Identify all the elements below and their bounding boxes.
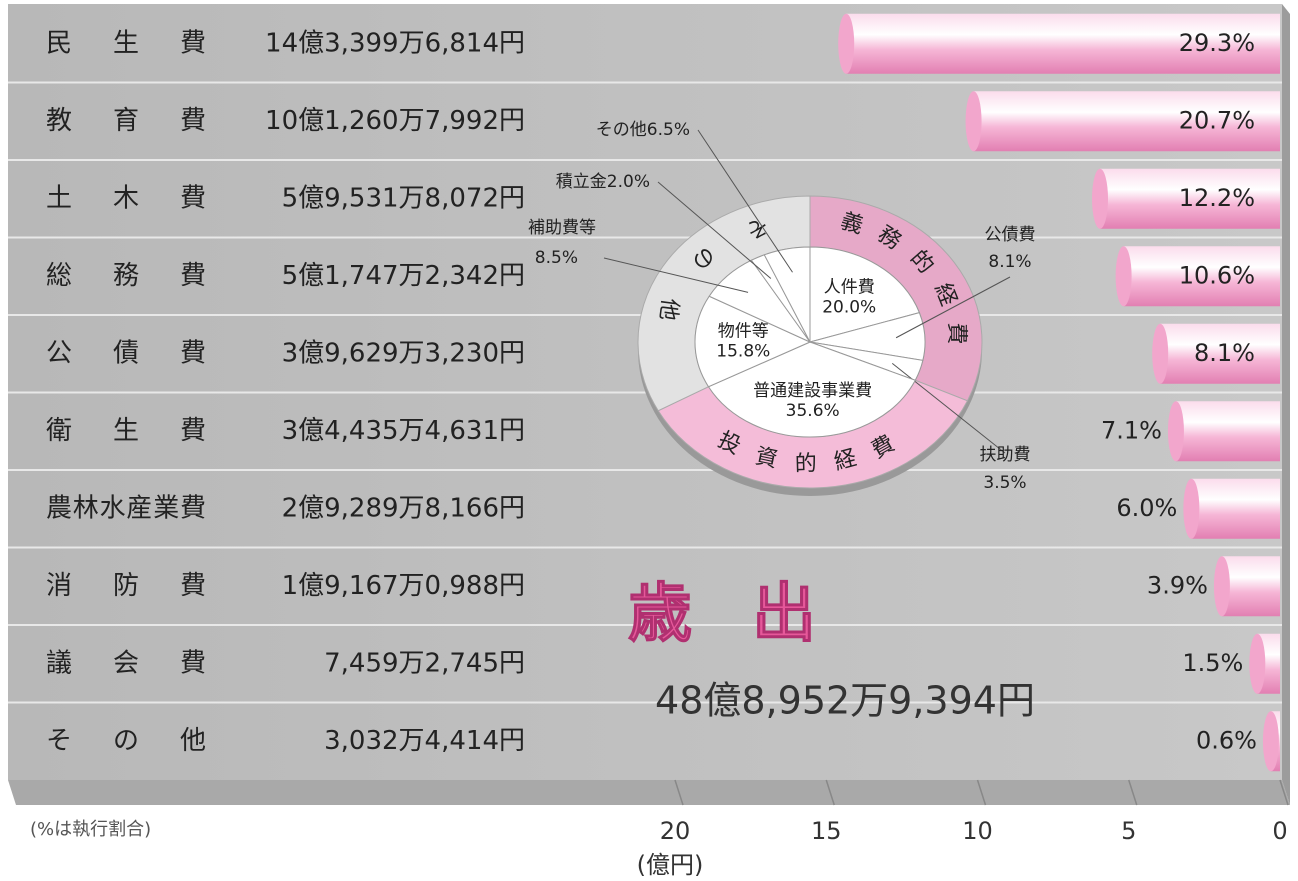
total-title: 歳出 bbox=[628, 578, 876, 652]
x-tick-label: 5 bbox=[1121, 817, 1136, 845]
slice-label: 積立金2.0% bbox=[556, 172, 650, 192]
category-label: 民生費 bbox=[46, 28, 206, 58]
bar bbox=[1221, 556, 1280, 617]
amount-label: 3,032万4,414円 bbox=[324, 726, 525, 756]
bar bbox=[1175, 401, 1280, 462]
percent-label: 20.7% bbox=[1179, 106, 1255, 134]
slice-name: 公債費 bbox=[985, 225, 1036, 245]
category-label: 議会費 bbox=[46, 648, 206, 678]
slice-value: 15.8% bbox=[716, 342, 770, 362]
bar-cap bbox=[1152, 323, 1169, 384]
percent-label: 12.2% bbox=[1179, 184, 1255, 212]
amount-label: 3億4,435万4,631円 bbox=[282, 416, 525, 446]
category-label: 衛生費 bbox=[46, 416, 206, 446]
x-tick-label: 10 bbox=[962, 817, 993, 845]
slice-value: 2.0% bbox=[607, 172, 650, 192]
note: (%は執行割合) bbox=[30, 819, 151, 840]
bar bbox=[1160, 323, 1280, 384]
slice-name: 物件等 bbox=[718, 322, 769, 342]
percent-label: 7.1% bbox=[1101, 416, 1162, 444]
slice-value: 20.0% bbox=[822, 297, 876, 317]
pie-slice bbox=[694, 295, 812, 388]
category-label: 消防費 bbox=[46, 571, 206, 601]
amount-label: 1億9,167万0,988円 bbox=[282, 571, 525, 601]
bar-cap bbox=[1249, 633, 1266, 694]
panel-side bbox=[1282, 4, 1290, 805]
bar-cap bbox=[1092, 168, 1109, 229]
category-label: 教育費 bbox=[46, 106, 206, 136]
slice-name: 普通建設事業費 bbox=[753, 381, 872, 401]
amount-label: 5億1,747万2,342円 bbox=[282, 261, 525, 291]
bar bbox=[1123, 246, 1280, 307]
percent-label: 1.5% bbox=[1182, 649, 1243, 677]
category-label: 公債費 bbox=[46, 338, 206, 368]
tick-mark bbox=[1128, 779, 1138, 806]
leader-line bbox=[895, 276, 1011, 339]
slice-value: 8.1% bbox=[988, 252, 1031, 272]
amount-label: 10億1,260万7,992円 bbox=[265, 106, 525, 136]
platform bbox=[8, 780, 1290, 805]
bar bbox=[1191, 478, 1280, 539]
slice-name: 人件費 bbox=[824, 277, 875, 297]
slice-value: 8.5% bbox=[535, 248, 578, 268]
slice-value: 6.5% bbox=[647, 120, 690, 140]
amount-label: 5億9,531万8,072円 bbox=[282, 183, 525, 213]
tick-mark bbox=[674, 779, 684, 806]
bar-cap bbox=[965, 91, 982, 152]
tick-mark bbox=[1279, 779, 1289, 806]
leader-line bbox=[697, 129, 793, 273]
slice-value: 35.6% bbox=[786, 401, 840, 421]
bar-cap bbox=[838, 13, 855, 74]
amount-label: 7,459万2,745円 bbox=[324, 648, 525, 678]
leader-line bbox=[657, 181, 772, 279]
amount-label: 3億9,629万3,230円 bbox=[282, 338, 525, 368]
bar bbox=[846, 13, 1280, 74]
x-tick-label: 15 bbox=[811, 817, 842, 845]
amount-label: 14億3,399万6,814円 bbox=[265, 28, 525, 58]
category-label: 総務費 bbox=[46, 261, 206, 291]
category-label: その他 bbox=[46, 726, 206, 756]
bar-cap bbox=[1213, 556, 1230, 617]
slice-label: その他6.5% bbox=[596, 120, 690, 140]
slice-name: 積立金 bbox=[556, 172, 607, 192]
bar-cap bbox=[1167, 401, 1184, 462]
slice-name: その他 bbox=[596, 120, 647, 140]
percent-label: 3.9% bbox=[1147, 571, 1208, 599]
leader-line bbox=[603, 257, 749, 293]
bar-cap bbox=[1183, 478, 1200, 539]
x-tick-label: 0 bbox=[1272, 817, 1287, 845]
bar bbox=[973, 91, 1280, 152]
tick-mark bbox=[976, 779, 987, 806]
percent-label: 29.3% bbox=[1179, 29, 1255, 57]
percent-label: 6.0% bbox=[1116, 494, 1177, 522]
x-axis-label: (億円) bbox=[637, 851, 704, 879]
slice-name: 扶助費 bbox=[980, 445, 1031, 465]
amount-label: 2億9,289万8,166円 bbox=[282, 493, 525, 523]
bar-cap bbox=[1115, 246, 1132, 307]
percent-label: 0.6% bbox=[1196, 726, 1257, 754]
x-tick-label: 20 bbox=[660, 817, 691, 845]
total-amount: 48億8,952万9,394円 bbox=[655, 679, 1035, 723]
percent-label: 8.1% bbox=[1194, 339, 1255, 367]
pie-slice bbox=[707, 341, 916, 438]
tick-mark bbox=[825, 779, 835, 806]
pie-slice bbox=[763, 246, 811, 343]
bar bbox=[1100, 168, 1280, 229]
category-label: 農林水産業費 bbox=[46, 493, 206, 523]
slice-name: 補助費等 bbox=[528, 218, 596, 238]
slice-value: 3.5% bbox=[983, 473, 1026, 493]
percent-label: 10.6% bbox=[1179, 261, 1255, 289]
category-label: 土木費 bbox=[46, 183, 206, 213]
pie-slice bbox=[809, 246, 921, 343]
bar-cap bbox=[1262, 711, 1279, 772]
